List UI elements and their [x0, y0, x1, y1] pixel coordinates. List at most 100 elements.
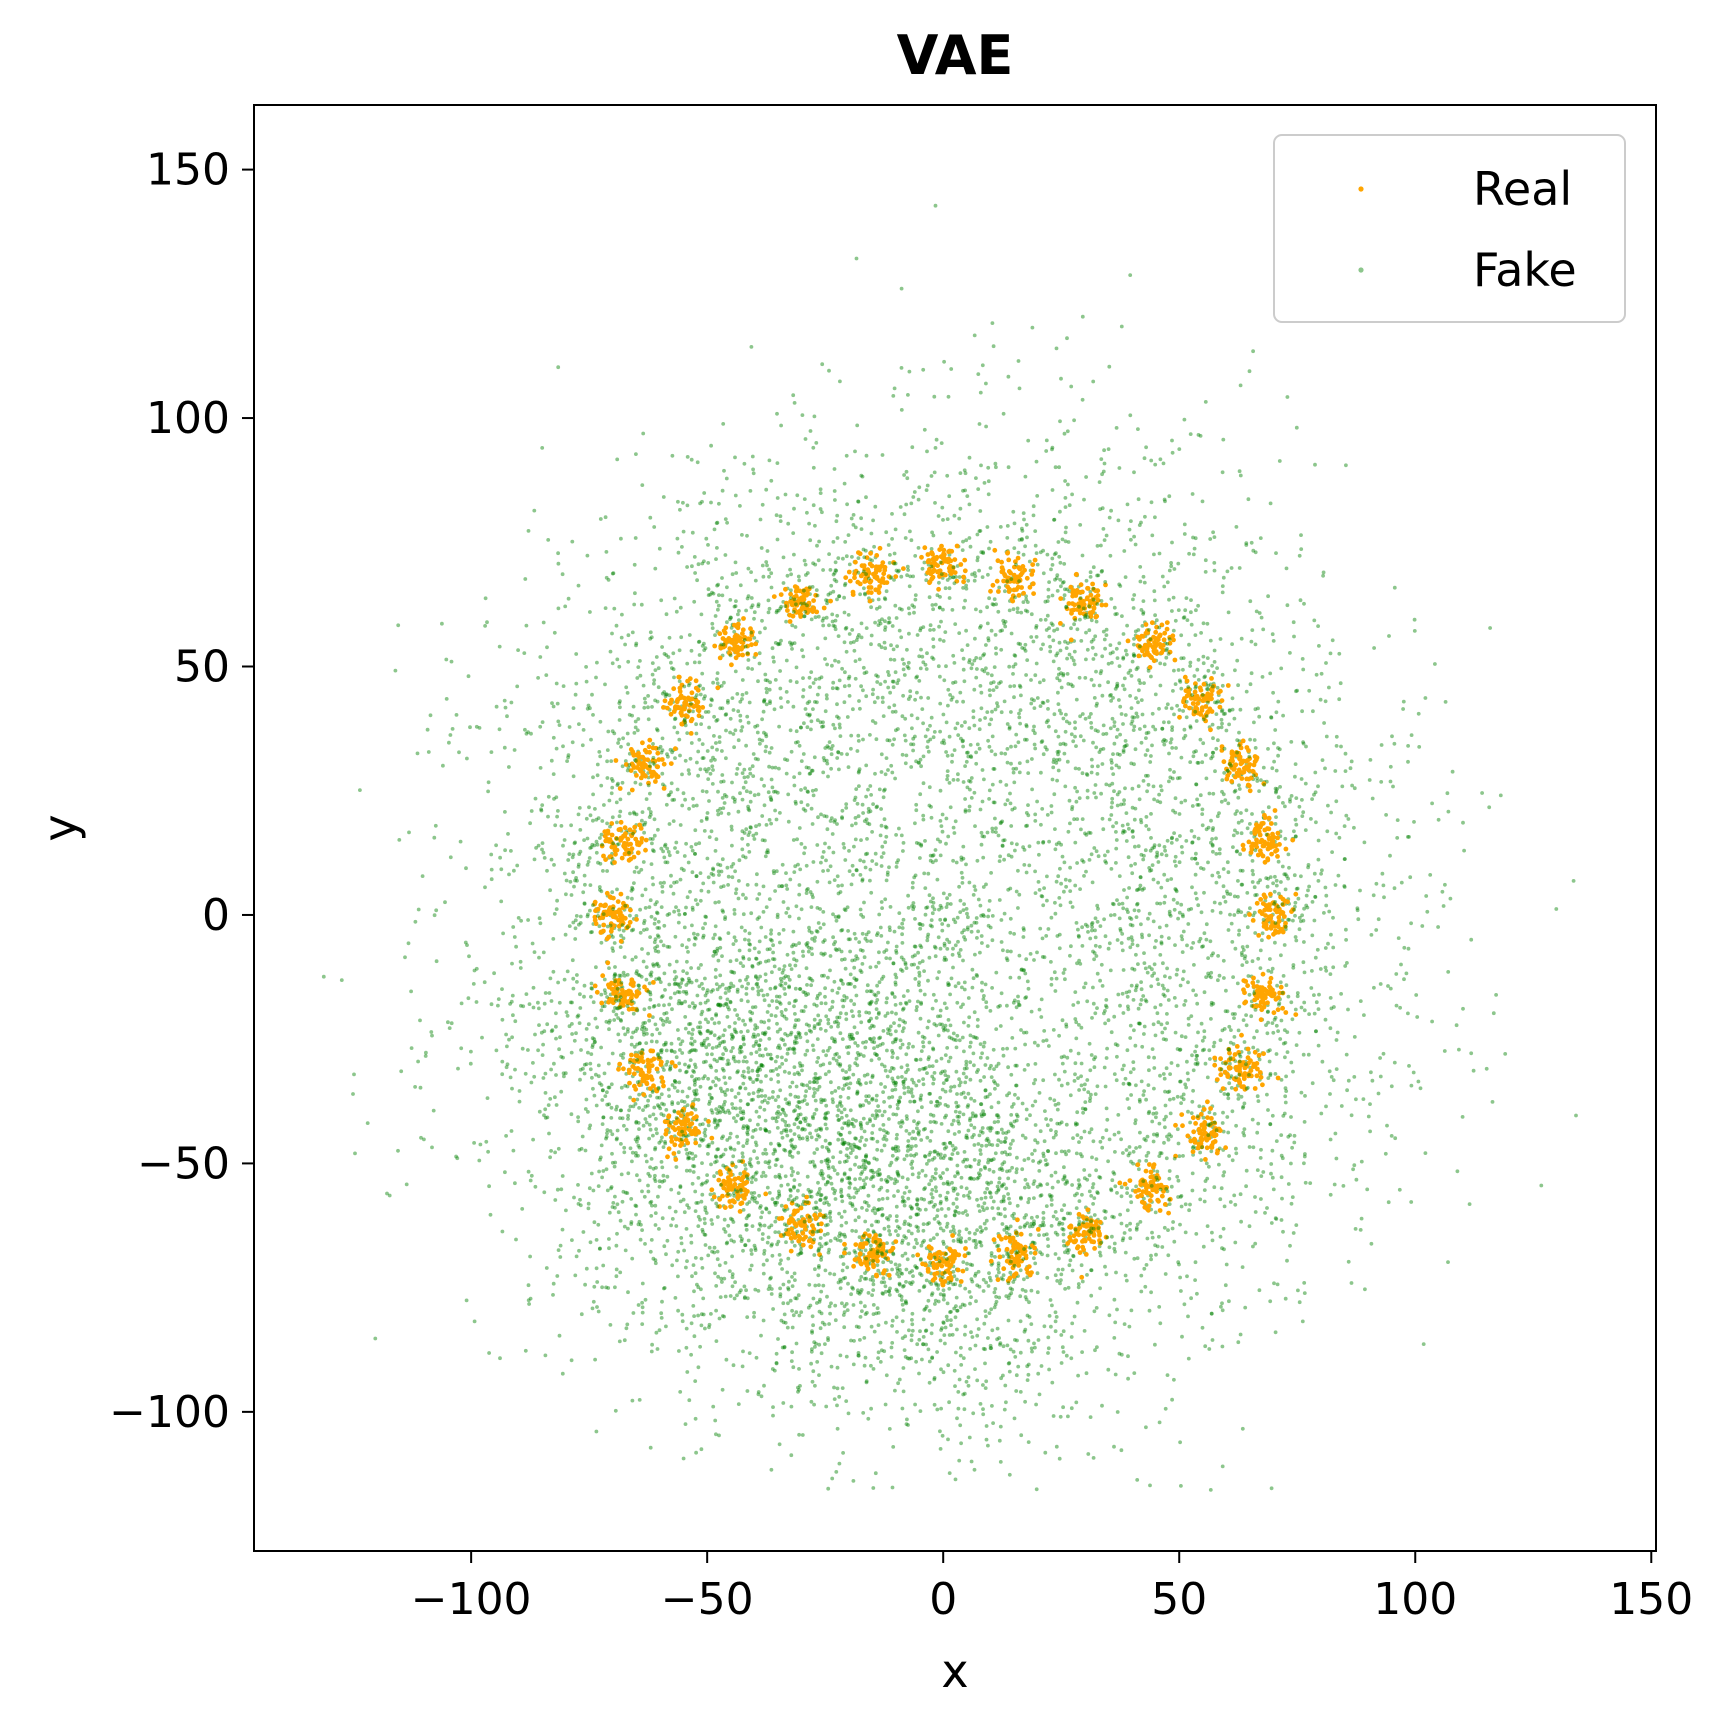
fake-point [964, 1164, 969, 1169]
fake-point [1265, 1092, 1269, 1097]
fake-point [968, 1040, 973, 1045]
fake-point [992, 1120, 997, 1125]
fake-point [1221, 958, 1226, 963]
fake-point [597, 924, 602, 929]
fake-point [984, 424, 988, 429]
fake-point [1074, 744, 1078, 748]
fake-point [765, 678, 770, 683]
fake-point [875, 695, 880, 700]
fake-point [625, 731, 630, 736]
fake-point [984, 1437, 989, 1442]
fake-point [997, 585, 1002, 590]
fake-point [694, 842, 698, 847]
fake-point [989, 1075, 994, 1079]
fake-point [885, 996, 889, 1001]
fake-point [696, 1176, 701, 1180]
fake-point [842, 998, 847, 1003]
fake-point [698, 1031, 703, 1036]
fake-point [563, 1071, 568, 1076]
fake-point [859, 970, 864, 974]
fake-point [1104, 533, 1109, 538]
fake-point [1170, 540, 1174, 545]
fake-point [458, 839, 463, 844]
fake-point [1216, 978, 1220, 983]
fake-point [815, 1037, 820, 1041]
fake-point [595, 762, 600, 767]
fake-point [353, 1151, 357, 1156]
fake-point [1033, 543, 1038, 548]
fake-point [638, 930, 643, 935]
fake-point [1076, 1373, 1080, 1378]
fake-point [854, 1155, 859, 1160]
fake-point [624, 1326, 629, 1331]
fake-point [561, 1071, 566, 1076]
fake-point [773, 1174, 778, 1179]
fake-point [1062, 860, 1067, 865]
fake-point [596, 1063, 601, 1068]
fake-point [739, 998, 744, 1003]
fake-point [751, 1129, 756, 1133]
fake-point [810, 892, 814, 897]
fake-point [1119, 324, 1124, 329]
fake-point [1112, 789, 1116, 794]
fake-point [715, 1215, 720, 1219]
fake-point [471, 982, 476, 986]
fake-point [792, 1185, 796, 1190]
fake-point [765, 1240, 770, 1245]
fake-point [1014, 1118, 1019, 1123]
fake-point [1175, 1063, 1180, 1068]
fake-point [684, 1326, 689, 1331]
fake-point [899, 833, 904, 838]
fake-point [1233, 812, 1238, 816]
fake-point [1151, 1139, 1156, 1144]
fake-point [616, 1210, 621, 1215]
fake-point [911, 1129, 916, 1134]
fake-point [1275, 787, 1279, 791]
fake-point [1027, 1300, 1031, 1305]
fake-point [832, 1191, 837, 1196]
fake-point [704, 1211, 709, 1215]
fake-point [754, 1109, 759, 1114]
fake-point [1036, 1043, 1040, 1048]
fake-point [735, 1293, 739, 1298]
fake-point [858, 873, 863, 877]
fake-point [887, 1117, 891, 1121]
fake-point [1163, 1089, 1167, 1094]
fake-point [1101, 723, 1106, 728]
fake-point [1150, 1230, 1154, 1235]
fake-point [613, 973, 618, 977]
fake-point [935, 877, 940, 882]
fake-point [1022, 863, 1027, 867]
fake-point [839, 1179, 844, 1183]
fake-point [917, 980, 921, 985]
fake-point [721, 806, 726, 810]
fake-point [710, 764, 715, 769]
fake-point [941, 712, 946, 717]
fake-point [953, 1146, 958, 1151]
fake-point [601, 1115, 606, 1120]
fake-point [657, 1031, 662, 1036]
fake-point [755, 1156, 759, 1160]
fake-point [870, 1275, 875, 1279]
fake-point [605, 1131, 609, 1136]
fake-point [1001, 948, 1005, 953]
fake-point [857, 1165, 861, 1169]
fake-point [842, 994, 847, 998]
fake-point [902, 512, 907, 517]
fake-point [753, 1177, 758, 1182]
fake-point [1124, 839, 1129, 843]
fake-point [1318, 967, 1323, 971]
fake-point [1055, 1107, 1060, 1112]
fake-point [938, 637, 942, 642]
fake-point [641, 860, 646, 864]
fake-point [904, 1185, 909, 1190]
fake-point [966, 1193, 970, 1198]
fake-point [1160, 574, 1165, 579]
fake-point [1153, 462, 1158, 467]
fake-point [1283, 1094, 1288, 1099]
fake-point [1135, 983, 1139, 988]
fake-point [745, 1029, 750, 1034]
fake-point [800, 1433, 805, 1437]
fake-point [1169, 1061, 1174, 1065]
fake-point [828, 568, 833, 572]
